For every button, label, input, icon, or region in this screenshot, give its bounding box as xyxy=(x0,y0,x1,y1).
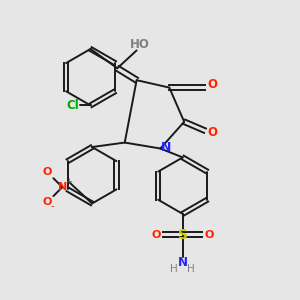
Text: Cl: Cl xyxy=(66,99,79,112)
Text: HO: HO xyxy=(130,38,149,51)
Text: O: O xyxy=(43,167,52,177)
Text: +: + xyxy=(65,177,72,186)
Text: O: O xyxy=(151,230,160,240)
Text: O: O xyxy=(207,78,218,91)
Text: N: N xyxy=(58,182,67,192)
Text: -: - xyxy=(50,202,54,212)
Text: N: N xyxy=(160,140,171,154)
Text: H: H xyxy=(187,264,195,274)
Text: H: H xyxy=(170,264,178,274)
Text: O: O xyxy=(43,197,52,207)
Text: N: N xyxy=(178,256,188,268)
Text: O: O xyxy=(207,126,218,139)
Text: S: S xyxy=(178,228,188,242)
Text: O: O xyxy=(205,230,214,240)
